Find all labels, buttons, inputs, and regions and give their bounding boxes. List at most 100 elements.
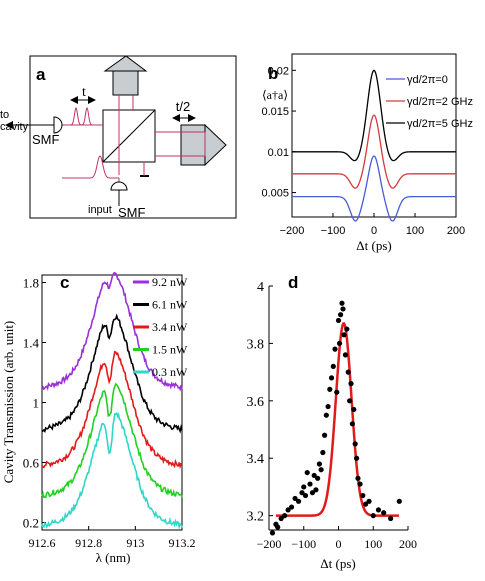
b-series-line bbox=[292, 155, 456, 222]
c-ytick-label: 0.2 bbox=[23, 516, 39, 531]
d-data-point bbox=[332, 346, 338, 352]
d-data-point bbox=[322, 432, 328, 438]
c-ytick-label: 1.4 bbox=[23, 336, 40, 351]
d-data-point bbox=[292, 495, 298, 502]
d-data-point bbox=[370, 513, 376, 519]
d-data-point bbox=[344, 326, 350, 332]
c-series-line bbox=[41, 271, 183, 392]
c-series-line bbox=[41, 350, 183, 470]
c-series-line bbox=[41, 382, 183, 499]
d-data-point bbox=[375, 507, 382, 513]
d-data-point bbox=[340, 306, 346, 312]
d-data-point bbox=[363, 501, 369, 507]
c-legend-label: 1.5 nW bbox=[152, 343, 188, 357]
c-xtick-label: 913.2 bbox=[169, 536, 196, 550]
d-xtick-label: −200 bbox=[257, 537, 282, 551]
c-legend-label: 9.2 nW bbox=[152, 275, 188, 289]
panel-a-label: a bbox=[36, 65, 46, 84]
d-data-point bbox=[355, 475, 361, 481]
b-ytick-label: 0.02 bbox=[268, 65, 289, 77]
input-smf-label: SMF bbox=[118, 205, 146, 220]
c-ytick-label: 1.8 bbox=[23, 276, 39, 291]
d-ytick-label: 3.4 bbox=[247, 452, 265, 467]
c-series-line bbox=[41, 411, 183, 530]
d-data-point bbox=[347, 398, 353, 404]
d-data-point bbox=[288, 504, 295, 510]
t-label: t bbox=[82, 85, 86, 100]
d-data-point bbox=[342, 352, 349, 358]
d-data-point bbox=[352, 441, 358, 447]
d-xtick-label: 200 bbox=[399, 537, 417, 551]
top-prism-tip bbox=[103, 55, 148, 72]
b-legend-label: γd/2π=5 GHz bbox=[407, 118, 473, 130]
b-xtick-label: 100 bbox=[406, 225, 424, 237]
d-xtick-label: −100 bbox=[291, 537, 316, 551]
d-xtick-label: 0 bbox=[336, 537, 342, 551]
c-xtick-label: 912.8 bbox=[75, 536, 102, 550]
output-coupler-icon bbox=[53, 116, 63, 134]
panel-b-label: b bbox=[268, 64, 278, 83]
c-legend-label: 6.1 nW bbox=[152, 298, 188, 312]
d-data-point bbox=[295, 498, 302, 504]
c-xtick-label: 913 bbox=[126, 536, 144, 550]
panel-c-label: c bbox=[60, 273, 69, 292]
d-data-point bbox=[316, 461, 322, 467]
d-data-point bbox=[325, 403, 331, 410]
d-data-point bbox=[299, 490, 305, 496]
d-data-point bbox=[275, 524, 281, 530]
d-data-point bbox=[337, 312, 344, 318]
d-data-point bbox=[309, 490, 316, 496]
t2-label: t/2 bbox=[176, 99, 190, 114]
c-legend-label: 3.4 nW bbox=[152, 320, 188, 334]
d-data-point bbox=[323, 412, 329, 418]
d-ytick-label: 3.6 bbox=[247, 395, 265, 410]
d-data-point bbox=[320, 449, 326, 456]
d-ytick-label: 4 bbox=[257, 280, 264, 295]
d-data-point bbox=[357, 481, 363, 487]
b-xtick-label: −100 bbox=[321, 225, 346, 237]
d-fit-curve bbox=[275, 322, 399, 517]
d-data-point bbox=[301, 484, 307, 490]
d-data-point bbox=[348, 381, 354, 387]
panel-b-ylabel: ⟨a†a⟩ bbox=[262, 88, 288, 102]
b-series-line bbox=[292, 114, 456, 189]
d-data-point bbox=[304, 469, 310, 476]
top-prism-body bbox=[112, 70, 139, 96]
d-data-point bbox=[313, 487, 319, 493]
d-data-point bbox=[278, 515, 284, 522]
double-pulse bbox=[62, 107, 100, 126]
d-data-point bbox=[327, 386, 333, 392]
input-coupler-icon bbox=[110, 181, 128, 191]
d-data-point bbox=[335, 317, 342, 324]
panel-a: a t t/2 bbox=[0, 55, 237, 220]
d-data-point bbox=[330, 363, 336, 369]
b-ytick-label: 0.01 bbox=[268, 147, 289, 159]
d-data-point bbox=[366, 498, 372, 504]
d-xtick-label: 100 bbox=[364, 537, 382, 551]
d-data-point bbox=[341, 332, 347, 338]
panel-d-xlabel: Δt (ps) bbox=[320, 556, 355, 571]
d-data-point bbox=[351, 406, 357, 413]
panel-b-xlabel: Δt (ps) bbox=[356, 238, 391, 253]
panel-d: d −200 −100 0 100 200 3.2 3.4 3.6 3.8 4 Δt (ps) bbox=[247, 273, 418, 571]
beam-splitter-diagonal bbox=[102, 109, 156, 163]
d-data-point bbox=[349, 421, 355, 427]
d-data-point bbox=[315, 475, 321, 481]
d-data-point bbox=[388, 515, 394, 522]
panel-c-xlabel: λ (nm) bbox=[96, 550, 131, 565]
panel-c: c Cavity Transmission (arb. unit) 912.6 9… bbox=[1, 271, 196, 565]
d-ytick-label: 3.2 bbox=[247, 510, 265, 525]
b-xtick-label: 200 bbox=[447, 225, 465, 237]
c-xtick-label: 912.6 bbox=[29, 536, 56, 550]
d-data-point bbox=[328, 375, 335, 381]
d-data-point bbox=[302, 492, 309, 499]
b-xtick-label: −200 bbox=[280, 225, 305, 237]
d-data-point bbox=[396, 498, 402, 504]
b-legend-label: γd/2π=0 bbox=[407, 74, 448, 86]
b-xtick-label: 0 bbox=[371, 225, 377, 237]
c-legend-label: 0.3 nW bbox=[152, 365, 188, 379]
cavity-label: cavity bbox=[0, 121, 29, 133]
d-data-point bbox=[339, 300, 345, 306]
b-series-line bbox=[292, 69, 456, 162]
